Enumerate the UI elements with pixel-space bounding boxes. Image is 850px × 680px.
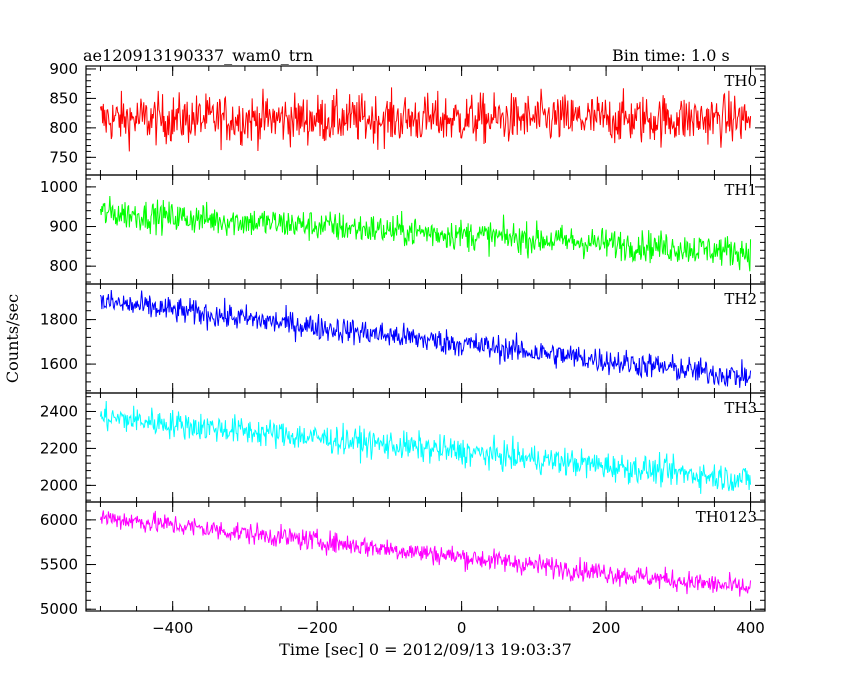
series-th0123 <box>99 510 752 597</box>
x-axis-label: Time [sec] 0 = 2012/09/13 19:03:37 <box>279 640 572 659</box>
y-tick-label: 1800 <box>40 311 78 329</box>
panel-label-th2: TH2 <box>724 290 757 308</box>
y-tick-label: 5000 <box>40 600 78 618</box>
panel-label-th1: TH1 <box>724 181 757 199</box>
y-tick-label: 2200 <box>40 439 78 457</box>
y-tick-label: 900 <box>49 60 78 78</box>
panel-frame-th0123 <box>85 501 766 612</box>
x-tick-label: −200 <box>297 619 338 637</box>
y-tick-label: 900 <box>49 218 78 236</box>
y-tick-label: 850 <box>49 89 78 107</box>
y-tick-label: 6000 <box>40 511 78 529</box>
series-th3 <box>99 401 752 494</box>
panel-label-th0123: TH0123 <box>696 508 757 526</box>
y-tick-label: 2400 <box>40 402 78 420</box>
y-tick-label: 1600 <box>40 355 78 373</box>
panel-label-th3: TH3 <box>724 399 757 417</box>
y-tick-label: 1000 <box>40 178 78 196</box>
x-tick-label: 200 <box>592 619 621 637</box>
chart-title: ae120913190337_wam0_trn <box>83 46 314 65</box>
y-tick-label: 5500 <box>40 556 78 574</box>
series-th2 <box>99 289 752 388</box>
x-tick-label: 0 <box>457 619 467 637</box>
y-tick-label: 800 <box>49 119 78 137</box>
x-tick-label: −400 <box>152 619 193 637</box>
y-tick-label: 800 <box>49 257 78 275</box>
bin-time-label: Bin time: 1.0 s <box>612 46 730 65</box>
series-th0 <box>99 87 752 152</box>
y-tick-label: 750 <box>49 148 78 166</box>
x-tick-label: 400 <box>736 619 765 637</box>
y-tick-label: 2000 <box>40 476 78 494</box>
series-th1 <box>99 196 752 272</box>
y-axis-label: Counts/sec <box>3 294 22 383</box>
panel-label-th0: TH0 <box>724 72 757 90</box>
